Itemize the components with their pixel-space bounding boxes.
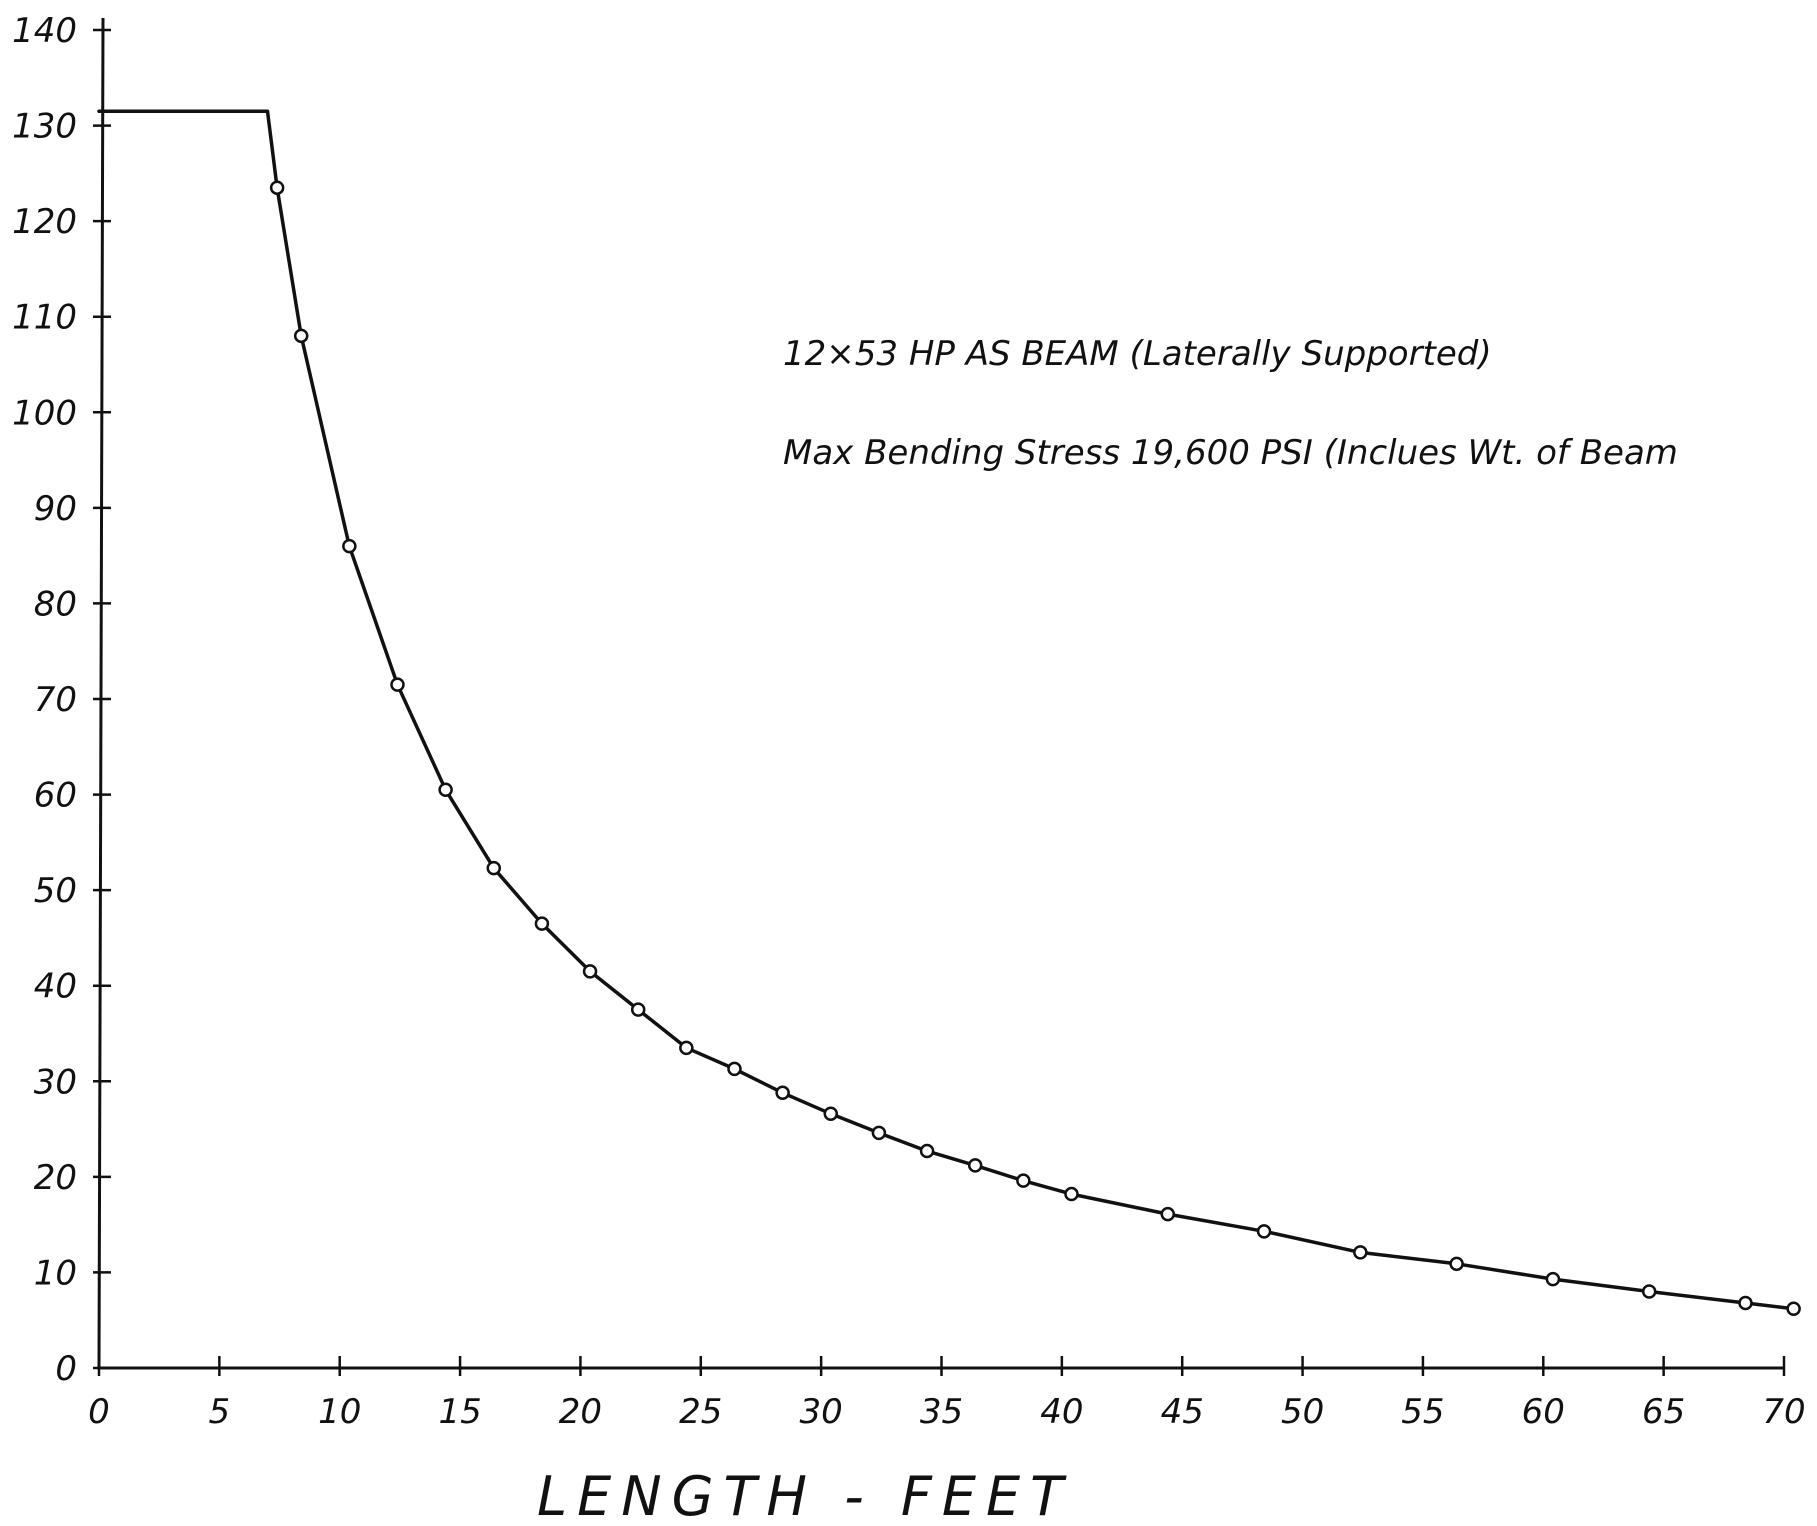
x-tick-label: 20	[559, 1392, 602, 1432]
x-tick-label: 50	[1281, 1392, 1324, 1432]
x-tick-label: 5	[209, 1392, 231, 1432]
data-point	[727, 1061, 742, 1077]
data-point	[1064, 1186, 1079, 1202]
data-point	[1160, 1206, 1176, 1222]
y-tick-label: 80	[34, 584, 77, 624]
x-ticks: 0 5 10 15 20 25 30 35 40 45 50 55 60 65 70	[88, 1356, 1806, 1432]
data-point	[823, 1106, 839, 1122]
data-point	[871, 1125, 887, 1141]
data-point	[390, 677, 405, 692]
data-point	[919, 1143, 935, 1159]
x-tick-label: 15	[438, 1392, 481, 1432]
data-point	[342, 538, 357, 554]
data-point	[534, 916, 550, 931]
y-tick-label: 20	[34, 1158, 77, 1198]
x-axis-label: LENGTH - FEET	[537, 1465, 1073, 1526]
x-tick-label: 60	[1522, 1392, 1565, 1432]
y-tick-label: 10	[34, 1253, 77, 1293]
data-point	[679, 1040, 694, 1056]
y-tick-label: 60	[34, 776, 77, 816]
series-line	[97, 109, 1796, 1311]
y-tick-label: 50	[34, 871, 77, 911]
annotation-beam: 12×53 HP AS BEAM (Laterally Supported)	[783, 334, 1492, 374]
x-tick-label: 35	[920, 1392, 963, 1432]
y-tick-label: 70	[34, 680, 77, 720]
data-point	[1449, 1256, 1464, 1272]
x-tick-label: 30	[800, 1392, 843, 1432]
x-tick-label: 65	[1642, 1392, 1685, 1432]
data-point	[1786, 1301, 1801, 1316]
data-point	[486, 860, 502, 876]
x-tick-label: 45	[1161, 1392, 1204, 1432]
data-point	[1353, 1245, 1368, 1260]
data-point	[630, 1002, 646, 1017]
y-tick-label: 110	[12, 298, 77, 338]
data-point	[1738, 1295, 1753, 1311]
y-axis	[97, 17, 105, 1368]
series-group	[97, 109, 1801, 1316]
data-point	[967, 1158, 983, 1173]
y-ticks: 0 10 20 30 40 50 60 70 80 90 100 110 120 130 140	[12, 11, 111, 1389]
data-point	[775, 1085, 790, 1101]
x-tick-label: 25	[679, 1392, 722, 1432]
x-tick-label: 40	[1040, 1392, 1083, 1432]
data-point	[1545, 1271, 1561, 1287]
x-tick-label: 70	[1762, 1392, 1805, 1432]
x-tick-label: 55	[1401, 1392, 1444, 1432]
annotation-stress: Max Bending Stress 19,600 PSI (Inclues W…	[783, 433, 1678, 473]
y-tick-label: 120	[12, 202, 77, 242]
y-tick-label: 100	[12, 393, 77, 433]
y-tick-label: 40	[34, 967, 77, 1007]
y-tick-label: 0	[55, 1349, 77, 1389]
x-tick-label: 0	[88, 1392, 110, 1432]
data-point	[1016, 1173, 1031, 1188]
x-tick-label: 10	[318, 1392, 361, 1432]
data-point	[582, 964, 598, 979]
data-point	[293, 328, 309, 344]
y-tick-label: 130	[12, 107, 77, 147]
y-tick-label: 140	[12, 11, 77, 51]
data-point	[438, 782, 453, 798]
y-tick-label: 30	[34, 1062, 77, 1102]
y-tick-label: 90	[34, 489, 77, 529]
data-point	[269, 180, 285, 195]
data-point	[1256, 1224, 1272, 1239]
data-point	[1641, 1284, 1657, 1299]
